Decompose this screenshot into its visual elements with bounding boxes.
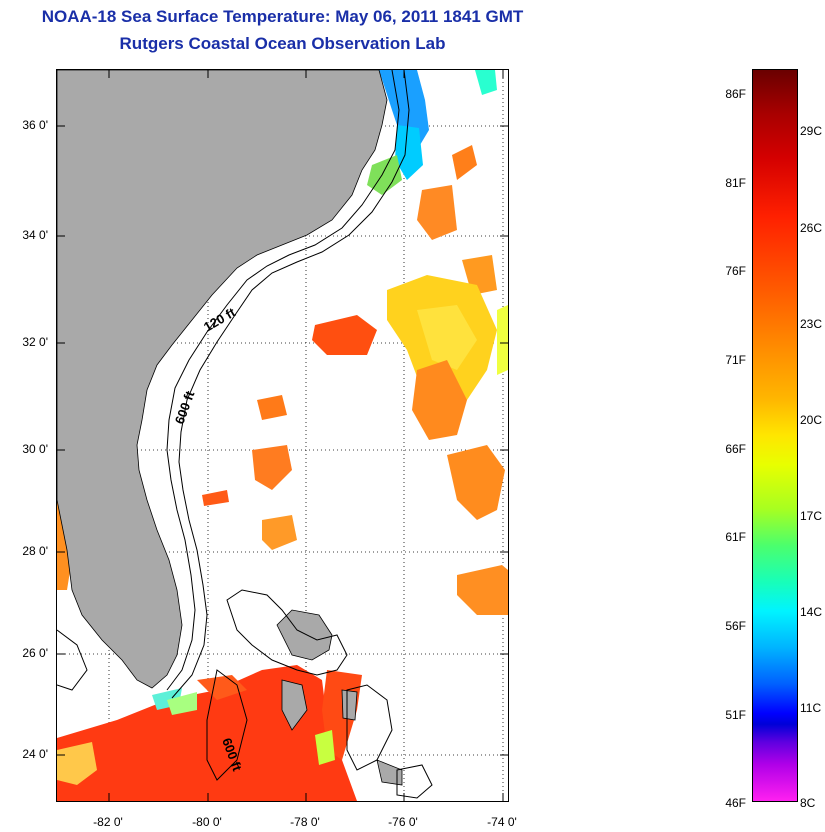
colorbar-label-61f: 61F (725, 530, 746, 544)
lat-label-28: 28 0' (22, 544, 48, 558)
lat-label-36: 36 0' (22, 118, 48, 132)
colorbar-label-20c: 20C (800, 413, 823, 427)
colorbar-label-56f: 56F (725, 619, 746, 633)
lon-label-76: -76 0' (388, 815, 418, 829)
colorbar-label-66f: 66F (725, 442, 746, 456)
lat-label-24: 24 0' (22, 747, 48, 761)
lat-label-32: 32 0' (22, 335, 48, 349)
colorbar-label-17c: 17C (800, 509, 823, 523)
lon-label-74: -74 0' (487, 815, 517, 829)
tick-marks (57, 70, 508, 801)
colorbar-label-8c: 8C (800, 796, 816, 810)
lat-label-30: 30 0' (22, 442, 48, 456)
lon-label-80: -80 0' (192, 815, 222, 829)
lat-label-34: 34 0' (22, 228, 48, 242)
contour-label-600ft: 600 ft (172, 388, 198, 426)
colorbar-label-29c: 29C (800, 124, 823, 138)
lat-label-26: 26 0' (22, 646, 48, 660)
colorbar-label-23c: 23C (800, 317, 823, 331)
map-subtitle: Rutgers Coastal Ocean Observation Lab (119, 34, 446, 53)
temperature-colorbar (752, 69, 798, 802)
sst-map: 120 ft 600 ft 600 ft (56, 69, 509, 802)
contour-label-120ft: 120 ft (201, 304, 238, 334)
lon-label-78: -78 0' (290, 815, 320, 829)
colorbar-label-46f: 46F (725, 796, 746, 810)
map-title: NOAA-18 Sea Surface Temperature: May 06,… (41, 7, 524, 26)
colorbar-label-81f: 81F (725, 176, 746, 190)
lon-label-82: -82 0' (93, 815, 123, 829)
colorbar-label-11c: 11C (800, 701, 822, 715)
land (57, 70, 403, 786)
colorbar-label-26c: 26C (800, 221, 823, 235)
depth-contours (57, 70, 433, 799)
sst-map-canvas: 120 ft 600 ft 600 ft (57, 70, 508, 801)
colorbar-label-86f: 86F (725, 87, 746, 101)
colorbar-label-14c: 14C (800, 605, 823, 619)
colorbar-label-76f: 76F (725, 264, 746, 278)
colorbar-label-71f: 71F (725, 353, 746, 367)
colorbar-label-51f: 51F (725, 708, 746, 722)
